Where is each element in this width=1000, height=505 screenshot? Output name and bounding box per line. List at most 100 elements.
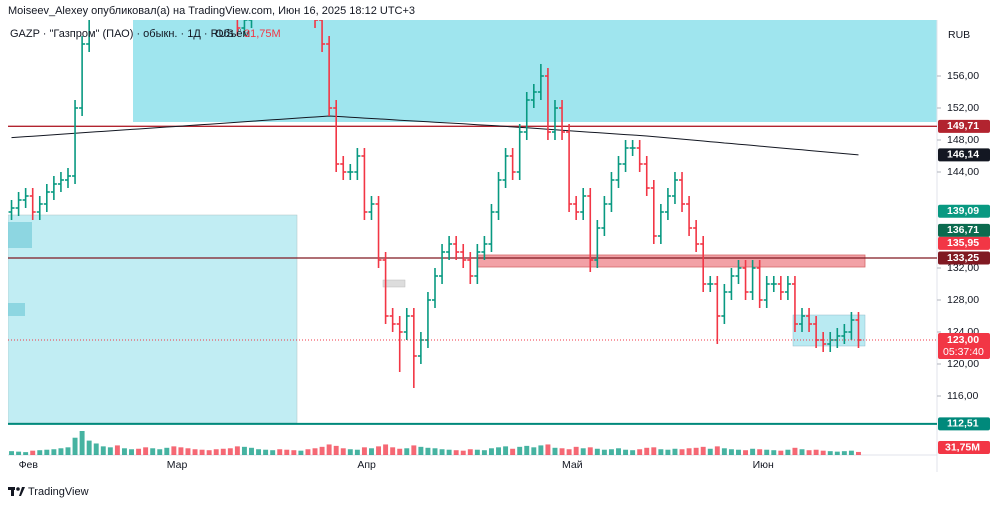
x-tick-label: Апр — [357, 459, 376, 471]
volume-bar — [404, 448, 410, 455]
volume-bar — [30, 450, 36, 455]
volume-bar — [107, 447, 113, 455]
volume-bar — [23, 452, 29, 455]
volume-bar — [785, 449, 791, 455]
volume-bar — [319, 446, 325, 455]
volume-bar — [79, 431, 85, 455]
volume-bar — [792, 447, 798, 455]
volume-bar — [644, 447, 650, 455]
y-tick-label: 152,00 — [947, 102, 979, 114]
zone — [476, 254, 866, 268]
volume-bar — [376, 446, 382, 455]
price-label-bg — [938, 148, 990, 162]
volume-bar — [58, 448, 64, 455]
x-tick-label: Мар — [167, 459, 188, 471]
volume-bar — [467, 449, 473, 455]
volume-bar — [354, 449, 360, 455]
volume-bar — [813, 449, 819, 455]
y-tick-label: 144,00 — [947, 166, 979, 178]
volume-bar — [157, 449, 163, 455]
volume-bar — [178, 447, 184, 455]
brand-logo — [8, 487, 25, 496]
volume-bar — [432, 448, 438, 455]
volume-bar — [121, 448, 127, 455]
volume-bar — [496, 447, 501, 455]
volume-bar — [425, 447, 431, 455]
drawings — [8, 20, 937, 424]
volume-bar — [234, 446, 240, 455]
y-tick-label: 128,00 — [947, 294, 979, 306]
volume-bar — [728, 449, 734, 455]
volume-bar — [277, 449, 283, 455]
volume-bar — [114, 445, 120, 455]
volume-bar — [856, 451, 861, 455]
volume-bar — [347, 449, 353, 455]
volume-bar — [390, 447, 396, 455]
volume-bar — [143, 447, 149, 455]
volume-bar — [199, 449, 205, 455]
volume-bar — [672, 448, 678, 455]
volume-bar — [220, 448, 226, 455]
volume-bar — [241, 446, 247, 455]
volume-bar — [559, 448, 565, 455]
volume-bar — [192, 449, 198, 455]
volume-bar — [757, 449, 763, 455]
price-label-bg — [938, 223, 990, 237]
volume-bar — [510, 448, 516, 455]
price-label-bg — [938, 251, 990, 265]
volume-bar — [164, 447, 170, 455]
currency: RUB — [948, 29, 970, 41]
volume-label: 31,75M — [945, 441, 980, 453]
volume-bar — [566, 449, 572, 455]
volume-bar — [693, 447, 699, 455]
volume-bar — [488, 448, 494, 455]
volume-bar — [171, 446, 177, 455]
volume-bar — [651, 447, 657, 455]
volume-bar — [743, 450, 749, 455]
volume-bar — [524, 445, 530, 455]
volume-bar — [44, 449, 50, 455]
volume-bar — [72, 437, 78, 455]
volume-bar — [616, 448, 621, 455]
volume-bar — [129, 449, 134, 455]
zone — [8, 303, 25, 316]
volume-bar — [679, 449, 685, 455]
price-label-bg — [938, 204, 990, 218]
volume-bar — [93, 443, 99, 455]
volume-bar — [573, 446, 579, 455]
volume-bar — [284, 449, 290, 455]
price-label: 149,71 — [947, 120, 979, 132]
y-tick-label: 148,00 — [947, 134, 979, 146]
volume-bar — [37, 450, 43, 455]
volume-bar — [185, 448, 191, 455]
price-label: 139,09 — [947, 205, 979, 217]
volume-bar — [834, 451, 840, 455]
price-label: 133,25 — [947, 252, 979, 264]
volume-bar — [700, 446, 706, 455]
volume-bar — [136, 448, 142, 455]
volume-bar — [340, 448, 346, 455]
volume-label-bg — [938, 441, 990, 454]
current-price-label: 123,00 — [947, 334, 979, 346]
brand: TradingView — [28, 486, 89, 498]
volume-bar — [446, 449, 452, 455]
volume-bar — [848, 450, 854, 455]
volume-bar — [86, 440, 92, 455]
price-label-bg — [938, 417, 990, 431]
legend-symbol: GAZP · "Газпром" (ПАО) · обыкн. · 1Д · R… — [10, 28, 234, 40]
legend-volume: Объём — [215, 28, 250, 40]
volume-bar — [580, 448, 586, 455]
current-price-bg — [938, 333, 990, 359]
volume-bar — [312, 448, 318, 455]
volume-bar — [383, 444, 389, 455]
volume-bar — [686, 448, 692, 455]
volume-bar — [460, 450, 466, 455]
volume-bar — [298, 450, 304, 455]
price-label-bg — [938, 119, 990, 133]
volume-bar — [206, 450, 212, 455]
legend-volume-value: 31,75M — [244, 28, 281, 40]
y-tick-label: 132,00 — [947, 262, 979, 274]
volume-bar — [326, 444, 332, 455]
volume-bar — [714, 446, 720, 455]
volume-bar — [51, 449, 57, 455]
